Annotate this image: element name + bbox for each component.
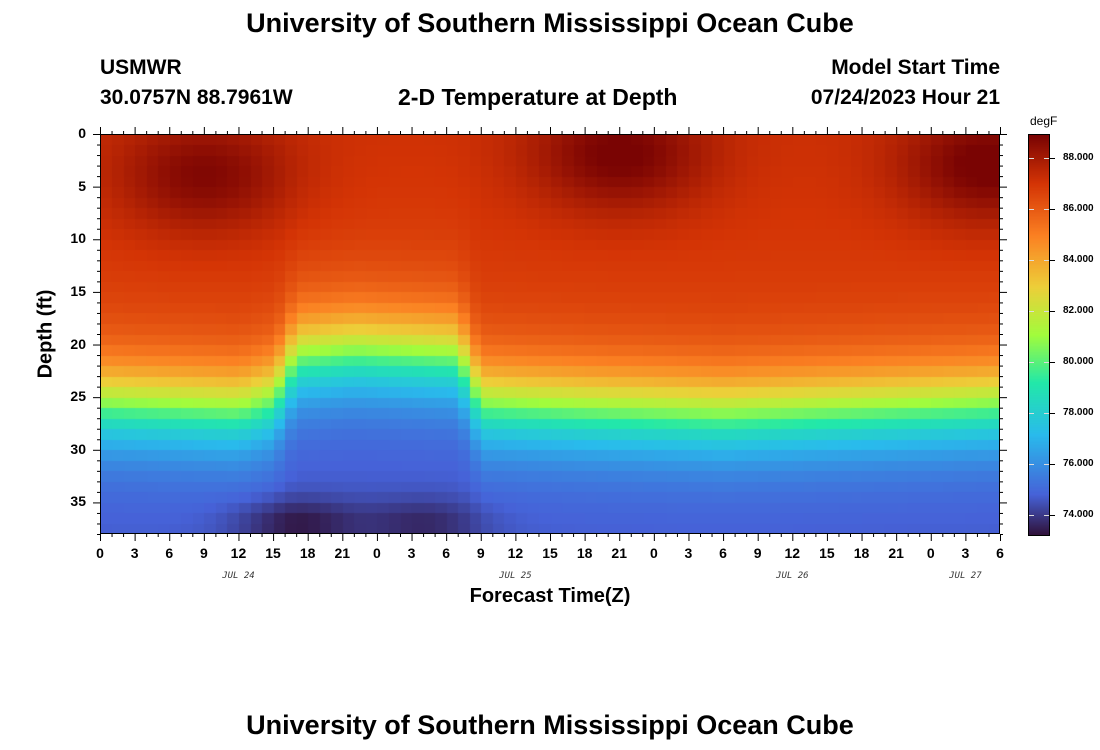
y-tick-label: 25: [70, 388, 86, 405]
colorbar: [1028, 134, 1050, 536]
x-tick-label: 15: [542, 545, 558, 561]
colorbar-label: 76.000: [1063, 457, 1094, 469]
x-tick-label: 6: [996, 545, 1004, 561]
plot-title: 2-D Temperature at Depth: [398, 84, 678, 110]
x-axis-title: Forecast Time(Z): [469, 585, 631, 607]
colorbar-canvas: [1029, 135, 1049, 535]
x-tick-label: 6: [442, 545, 451, 561]
colorbar-label: 86.000: [1063, 202, 1094, 214]
day-label: JUL 24: [222, 571, 255, 581]
x-tick-label: 18: [576, 545, 593, 561]
x-tick-label: 0: [649, 545, 658, 561]
x-tick-label: 3: [130, 545, 139, 561]
station-id: USMWR: [100, 56, 182, 79]
x-tick-label: 12: [230, 545, 247, 561]
x-tick-label: 3: [684, 545, 693, 561]
x-tick-label: 9: [199, 545, 208, 561]
x-tick-label: 6: [719, 545, 727, 561]
x-tick-label: 12: [784, 545, 801, 561]
heatmap-canvas: [101, 135, 999, 533]
y-tick-label: 20: [70, 335, 86, 352]
x-tick-label: 3: [407, 545, 416, 561]
day-label: JUL 27: [949, 571, 982, 581]
x-tick-label: 21: [334, 545, 351, 561]
colorbar-unit: degF: [1030, 114, 1058, 128]
y-tick-label: 10: [70, 230, 86, 247]
x-tick-label: 0: [373, 545, 381, 561]
page-title-bottom: University of Southern Mississippi Ocean…: [246, 710, 854, 740]
day-label: JUL 25: [499, 571, 532, 581]
x-tick-label: 21: [888, 545, 904, 561]
colorbar-label: 82.000: [1063, 304, 1094, 316]
colorbar-label: 84.000: [1063, 253, 1094, 265]
page-title: University of Southern Mississippi Ocean…: [246, 8, 854, 38]
colorbar-label: 80.000: [1063, 355, 1094, 367]
x-tick-label: 21: [611, 545, 627, 561]
x-tick-label: 6: [165, 545, 174, 561]
y-tick-label: 15: [70, 282, 86, 299]
y-tick-label: 5: [78, 177, 86, 194]
model-start-label: Model Start Time: [831, 56, 1000, 79]
heatmap-plot-area: [100, 134, 1000, 534]
y-tick-label: 35: [70, 493, 86, 510]
x-tick-label: 18: [299, 545, 316, 561]
x-tick-label: 12: [507, 545, 524, 561]
x-tick-label: 0: [96, 545, 104, 561]
x-tick-label: 15: [265, 545, 281, 561]
day-label: JUL 26: [776, 571, 809, 581]
colorbar-label: 88.000: [1063, 151, 1094, 163]
x-tick-label: 0: [926, 545, 935, 561]
colorbar-label: 74.000: [1063, 508, 1094, 520]
model-start-time: 07/24/2023 Hour 21: [810, 86, 1000, 109]
colorbar-label: 78.000: [1063, 406, 1094, 418]
x-tick-label: 3: [961, 545, 970, 561]
x-tick-label: 15: [819, 545, 835, 561]
x-tick-label: 9: [476, 545, 485, 561]
station-coords: 30.0757N 88.7961W: [100, 86, 293, 109]
y-tick-label: 30: [70, 440, 86, 457]
y-tick-label: 0: [78, 125, 86, 141]
x-tick-label: 9: [753, 545, 762, 561]
x-tick-label: 18: [853, 545, 870, 561]
